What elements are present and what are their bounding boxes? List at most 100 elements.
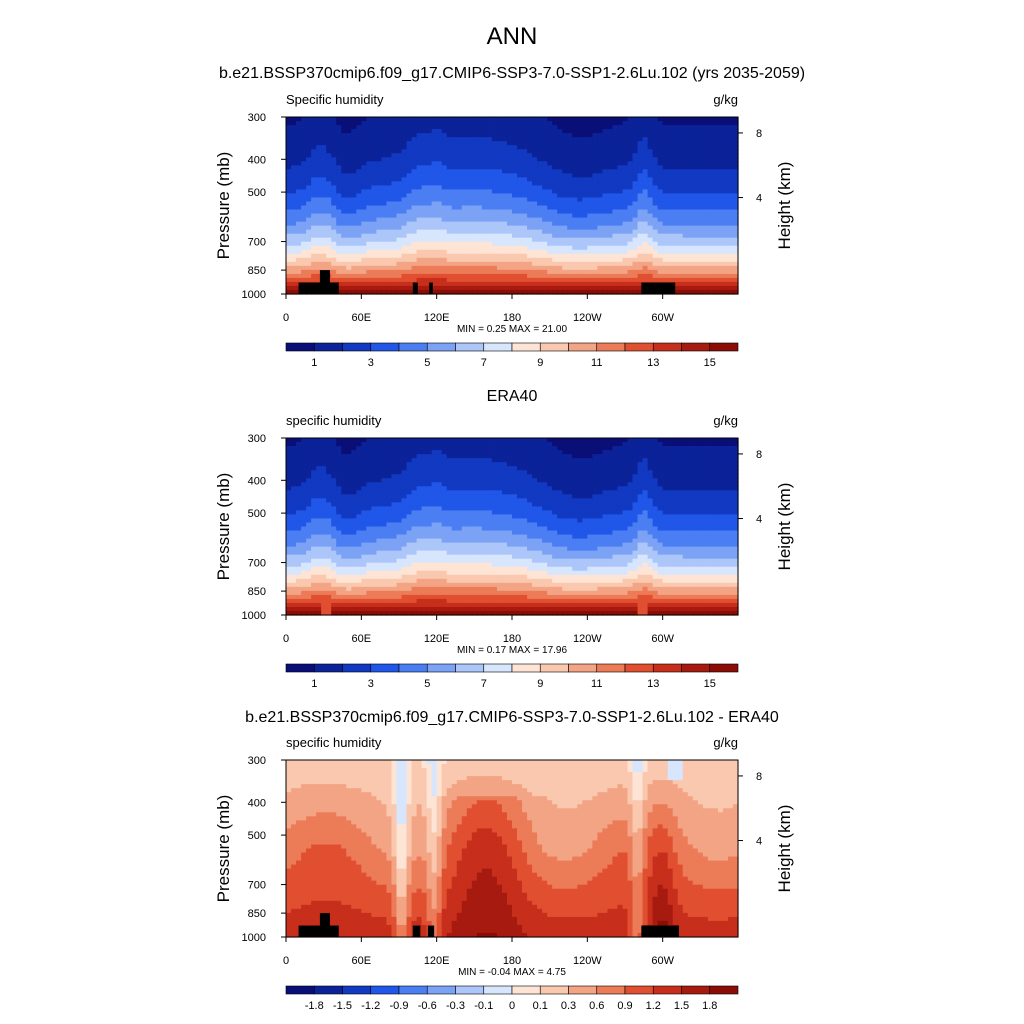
field-cell — [406, 245, 413, 251]
field-cell — [552, 153, 558, 158]
field-cell — [416, 141, 423, 146]
field-cell — [456, 133, 463, 138]
field-cell — [356, 253, 362, 259]
field-cell — [687, 165, 694, 170]
field-cell — [542, 209, 548, 215]
field-cell — [436, 161, 443, 166]
field-cell — [391, 157, 398, 162]
field-cell — [582, 157, 588, 162]
field-cell — [361, 169, 367, 174]
field-cell — [411, 129, 418, 134]
field-cell — [336, 454, 342, 459]
field-cell — [336, 285, 342, 291]
field-cell — [391, 530, 398, 536]
field-cell — [722, 153, 729, 158]
field-cell — [341, 610, 347, 616]
field-cell — [727, 257, 734, 263]
field-cell — [361, 442, 367, 447]
field-cell — [286, 542, 292, 548]
field-cell — [331, 594, 337, 600]
field-cell — [381, 225, 388, 231]
field-cell — [501, 149, 508, 154]
field-cell — [406, 265, 413, 271]
field-cell — [486, 165, 493, 170]
field-cell — [647, 193, 654, 199]
field-cell — [657, 161, 664, 166]
field-cell — [597, 121, 603, 126]
field-cell — [376, 554, 383, 560]
field-cell — [707, 217, 714, 223]
field-cell — [336, 141, 342, 146]
field-cell — [667, 277, 674, 283]
field-cell — [622, 213, 629, 219]
field-cell — [592, 125, 598, 130]
field-cell — [331, 554, 337, 560]
field-cell — [642, 257, 649, 263]
field-cell — [361, 450, 367, 455]
field-cell — [331, 538, 337, 544]
field-cell — [461, 229, 468, 235]
field-cell — [331, 494, 337, 499]
field-cell — [306, 446, 312, 451]
field-cell — [291, 586, 297, 592]
field-cell — [396, 241, 403, 247]
field-cell — [311, 181, 317, 186]
field-cell — [321, 502, 327, 507]
field-cell — [672, 261, 679, 267]
field-cell — [552, 217, 558, 223]
field-cell — [522, 213, 528, 219]
field-cell — [527, 257, 533, 263]
field-cell — [321, 217, 327, 223]
field-cell — [722, 181, 729, 186]
field-cell — [421, 121, 428, 126]
field-cell — [617, 241, 624, 247]
field-cell — [707, 257, 714, 263]
field-cell — [692, 117, 699, 122]
field-cell — [401, 161, 408, 166]
field-cell — [547, 141, 553, 146]
field-cell — [456, 141, 463, 146]
field-cell — [557, 185, 563, 191]
field-cell — [481, 189, 488, 195]
field-cell — [622, 133, 629, 138]
field-cell — [346, 205, 352, 211]
field-cell — [647, 121, 654, 126]
field-cell — [522, 289, 528, 295]
field-cell — [461, 257, 468, 263]
field-cell — [632, 145, 639, 150]
field-cell — [336, 534, 342, 540]
field-cell — [376, 542, 383, 548]
field-cell — [506, 273, 513, 279]
field-cell — [361, 610, 367, 616]
field-cell — [441, 193, 448, 199]
field-cell — [572, 209, 578, 215]
field-cell — [632, 277, 639, 283]
field-cell — [351, 165, 357, 170]
field-cell — [386, 562, 393, 568]
field-cells — [286, 438, 739, 616]
field-cell — [461, 253, 468, 259]
field-cell — [291, 454, 297, 459]
field-cell — [662, 233, 669, 239]
field-cell — [376, 510, 383, 516]
field-cell — [632, 201, 639, 207]
field-cell — [416, 213, 423, 219]
field-cell — [286, 189, 292, 195]
field-cell — [572, 233, 578, 239]
field-cell — [466, 225, 473, 231]
field-cell — [316, 197, 322, 203]
field-cell — [496, 145, 503, 150]
field-cell — [321, 157, 327, 162]
field-cell — [341, 233, 347, 239]
field-cell — [331, 225, 337, 231]
field-cell — [361, 213, 367, 219]
field-cell — [567, 241, 573, 247]
field-cell — [652, 253, 659, 259]
field-cell — [476, 181, 483, 186]
field-cell — [527, 233, 533, 239]
field-cell — [321, 526, 327, 532]
field-cell — [371, 490, 377, 495]
field-cell — [316, 446, 322, 451]
field-cell — [341, 209, 347, 215]
field-cell — [697, 117, 704, 122]
